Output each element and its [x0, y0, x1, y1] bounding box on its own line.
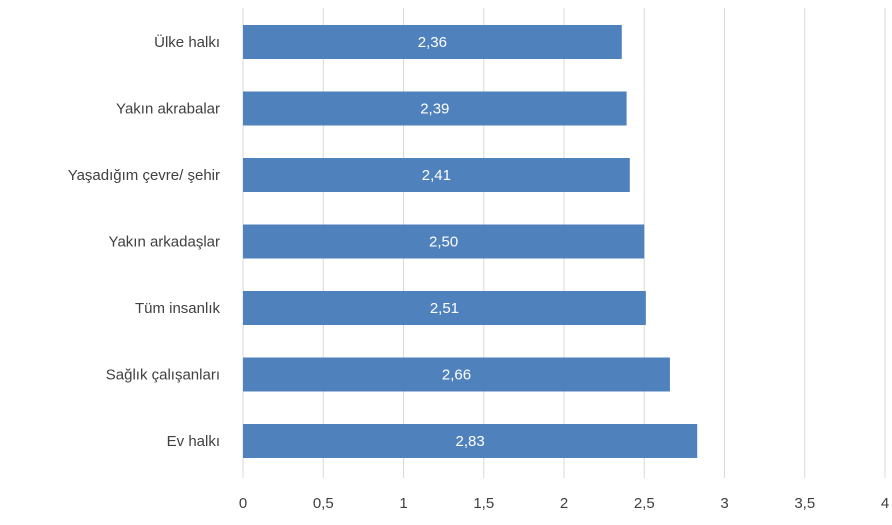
x-tick-label: 4 [881, 495, 889, 512]
bar [243, 25, 622, 59]
bar [243, 91, 627, 126]
bar-value-label: 2,66 [442, 367, 471, 384]
category-labels: Ülke halkı Yakın akrabalar Yaşadığım çevre… [68, 33, 221, 450]
bar-value-label: 2,41 [422, 167, 451, 184]
x-tick-label: 2 [560, 495, 568, 512]
bar [243, 424, 698, 458]
category-label: Tüm insanlık [135, 300, 221, 317]
bar [243, 224, 645, 259]
x-tick-label: 0,5 [313, 495, 334, 512]
x-tick-label: 2,5 [634, 495, 655, 512]
x-tick-label: 3 [720, 495, 728, 512]
bar-value-label: 2,36 [418, 34, 447, 51]
bar [243, 291, 646, 325]
category-label: Yakın arkadaşlar [109, 234, 220, 251]
x-axis-tick-labels: 0 0,5 1 1,5 2 2,5 3 3,5 4 [239, 495, 889, 512]
category-label: Sağlık çalışanları [106, 367, 220, 384]
category-label: Yakın akrabalar [116, 101, 220, 118]
bar [243, 357, 670, 392]
bar-value-label: 2,51 [430, 300, 459, 317]
category-label: Ülke halkı [154, 33, 220, 51]
bar-value-label: 2,50 [429, 234, 458, 251]
bars: 2,36 2,39 2,41 2,50 2,51 2,66 2,83 [243, 25, 698, 458]
bar-value-label: 2,83 [456, 433, 485, 450]
category-label: Yaşadığım çevre/ şehir [68, 167, 220, 184]
bar [243, 158, 630, 192]
x-tick-label: 1,5 [473, 495, 494, 512]
x-tick-label: 1 [399, 495, 407, 512]
x-tick-label: 0 [239, 495, 247, 512]
bar-value-label: 2,39 [420, 101, 449, 118]
x-tick-label: 3,5 [794, 495, 815, 512]
category-label: Ev halkı [167, 433, 220, 450]
